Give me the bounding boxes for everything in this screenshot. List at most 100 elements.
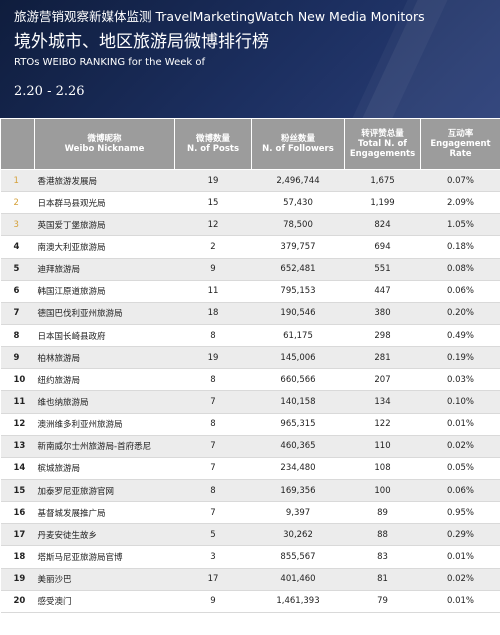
nickname-cell: 南澳大利亚旅游局 (34, 235, 175, 259)
nickname-cell: 迪拜旅游局 (34, 258, 175, 281)
engagements-cell: 100 (344, 479, 421, 503)
nickname-cell: 柏林旅游局 (34, 346, 175, 370)
table-row: 6 韩国江原道旅游局 11 795,153 447 0.06% (0, 280, 500, 303)
engagements-cell: 79 (344, 590, 421, 613)
engagements-cell: 694 (344, 235, 421, 259)
nickname-cell: 新南威尔士州旅游局-首府悉尼 (34, 435, 175, 458)
nickname-cell: 丹麦安徒生故乡 (34, 523, 175, 547)
table-row: 9 柏林旅游局 19 145,006 281 0.19% (0, 346, 500, 370)
engagement-rate-cell: 0.10% (420, 390, 500, 414)
rank-cell: 9 (0, 346, 35, 370)
posts-cell: 18 (174, 302, 252, 325)
nickname-cell: 维也纳旅游局 (34, 390, 175, 414)
engagements-cell: 207 (344, 368, 421, 392)
rank-cell: 20 (0, 590, 35, 613)
followers-cell: 190,546 (251, 302, 345, 325)
engagements-cell: 81 (344, 568, 421, 591)
followers-cell: 145,006 (251, 346, 345, 370)
posts-cell: 9 (174, 590, 252, 613)
followers-cell: 652,481 (251, 258, 345, 281)
nickname-cell: 美丽沙巴 (34, 568, 175, 591)
followers-cell: 169,356 (251, 479, 345, 503)
engagement-rate-cell: 0.06% (420, 479, 500, 503)
header-engagements: 转评赞总量 Total N. of Engagements (344, 118, 421, 170)
nickname-cell: 日本国长崎县政府 (34, 324, 175, 348)
rank-cell: 6 (0, 280, 35, 303)
engagement-rate-cell: 0.01% (420, 413, 500, 436)
engagements-cell: 447 (344, 280, 421, 303)
week-date: 2.20 - 2.26 (14, 84, 85, 99)
rank-cell: 7 (0, 302, 35, 325)
posts-cell: 11 (174, 280, 252, 303)
engagement-rate-cell: 0.49% (420, 324, 500, 348)
table-row: 10 纽约旅游局 8 660,566 207 0.03% (0, 368, 500, 392)
table-row: 16 基督城发展推广局 7 9,397 89 0.95% (0, 501, 500, 525)
nickname-cell: 纽约旅游局 (34, 368, 175, 392)
rank-cell: 10 (0, 368, 35, 392)
header-top-line: 旅游营销观察新媒体监测 TravelMarketingWatch New Med… (14, 9, 425, 24)
nickname-cell: 韩国江原道旅游局 (34, 280, 175, 303)
engagement-rate-cell: 0.20% (420, 302, 500, 325)
table-row: 5 迪拜旅游局 9 652,481 551 0.08% (0, 258, 500, 281)
engagement-rate-cell: 0.07% (420, 169, 500, 193)
engagements-cell: 281 (344, 346, 421, 370)
posts-cell: 8 (174, 479, 252, 503)
posts-cell: 12 (174, 213, 252, 237)
header-engagement-rate: 互动率 Engagement Rate (420, 118, 500, 170)
table-row: 11 维也纳旅游局 7 140,158 134 0.10% (0, 390, 500, 414)
posts-cell: 19 (174, 346, 252, 370)
rank-cell: 8 (0, 324, 35, 348)
table-header-row: 微博昵称 Weibo Nickname 微博数量 N. of Posts 粉丝数量 N… (0, 118, 500, 170)
rank-cell: 15 (0, 479, 35, 503)
posts-cell: 19 (174, 169, 252, 193)
table-row: 7 德国巴伐利亚州旅游局 18 190,546 380 0.20% (0, 302, 500, 325)
followers-cell: 460,365 (251, 435, 345, 458)
table-row: 19 美丽沙巴 17 401,460 81 0.02% (0, 568, 500, 591)
table-row: 2 日本群马县观光局 15 57,430 1,199 2.09% (0, 191, 500, 215)
posts-cell: 8 (174, 413, 252, 436)
engagements-cell: 122 (344, 413, 421, 436)
engagement-rate-cell: 0.06% (420, 280, 500, 303)
engagement-rate-cell: 0.02% (420, 568, 500, 591)
followers-cell: 401,460 (251, 568, 345, 591)
engagements-cell: 134 (344, 390, 421, 414)
rank-cell: 3 (0, 213, 35, 237)
rank-cell: 17 (0, 523, 35, 547)
nickname-cell: 香港旅游发展局 (34, 169, 175, 193)
header-rank (0, 118, 35, 170)
engagements-cell: 1,675 (344, 169, 421, 193)
engagements-cell: 1,199 (344, 191, 421, 215)
nickname-cell: 英国爱丁堡旅游局 (34, 213, 175, 237)
page-title: 境外城市、地区旅游局微博排行榜 (14, 32, 269, 52)
header-posts: 微博数量 N. of Posts (174, 118, 252, 170)
rank-cell: 4 (0, 235, 35, 259)
followers-cell: 795,153 (251, 280, 345, 303)
engagement-rate-cell: 0.01% (420, 545, 500, 569)
followers-cell: 965,315 (251, 413, 345, 436)
nickname-cell: 感受澳门 (34, 590, 175, 613)
rank-cell: 14 (0, 457, 35, 480)
posts-cell: 7 (174, 501, 252, 525)
engagements-cell: 380 (344, 302, 421, 325)
engagement-rate-cell: 2.09% (420, 191, 500, 215)
followers-cell: 57,430 (251, 191, 345, 215)
nickname-cell: 塔斯马尼亚旅游局官博 (34, 545, 175, 569)
nickname-cell: 德国巴伐利亚州旅游局 (34, 302, 175, 325)
followers-cell: 78,500 (251, 213, 345, 237)
table-row: 18 塔斯马尼亚旅游局官博 3 855,567 83 0.01% (0, 545, 500, 569)
table-row: 13 新南威尔士州旅游局-首府悉尼 7 460,365 110 0.02% (0, 435, 500, 458)
rank-cell: 1 (0, 169, 35, 193)
engagements-cell: 110 (344, 435, 421, 458)
rank-cell: 13 (0, 435, 35, 458)
table-row: 14 槟城旅游局 7 234,480 108 0.05% (0, 457, 500, 480)
table-row: 12 澳洲维多利亚州旅游局 8 965,315 122 0.01% (0, 413, 500, 436)
engagement-rate-cell: 0.95% (420, 501, 500, 525)
posts-cell: 7 (174, 457, 252, 480)
followers-cell: 379,757 (251, 235, 345, 259)
header-banner: 旅游营销观察新媒体监测 TravelMarketingWatch New Med… (0, 0, 500, 118)
engagement-rate-cell: 0.19% (420, 346, 500, 370)
table-row: 8 日本国长崎县政府 8 61,175 298 0.49% (0, 324, 500, 348)
rank-cell: 18 (0, 545, 35, 569)
table-row: 1 香港旅游发展局 19 2,496,744 1,675 0.07% (0, 169, 500, 193)
posts-cell: 3 (174, 545, 252, 569)
